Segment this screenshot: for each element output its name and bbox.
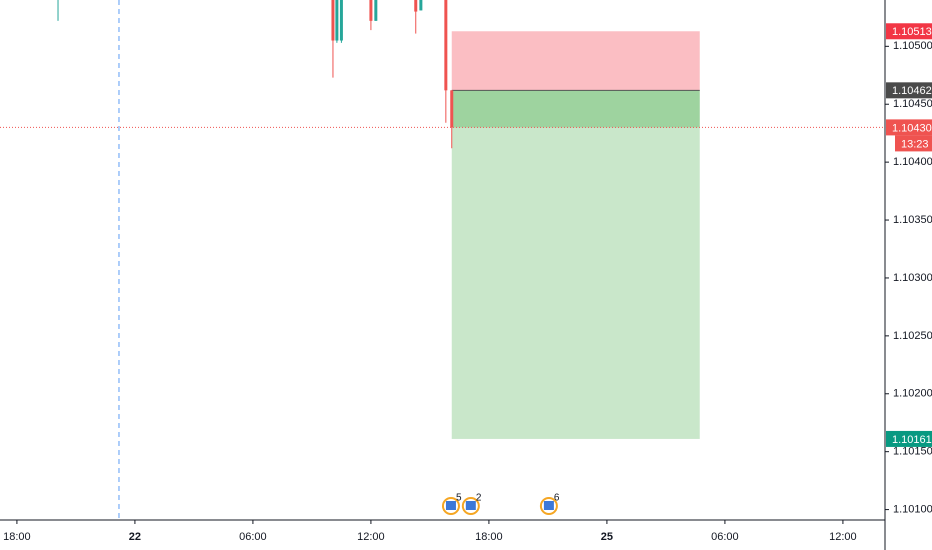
candle-body bbox=[374, 0, 378, 21]
event-flag bbox=[465, 501, 476, 510]
x-tick-label: 06:00 bbox=[239, 531, 267, 543]
candle-body bbox=[450, 90, 454, 128]
candle-body bbox=[369, 0, 373, 21]
y-tick-label: 1.10150 bbox=[893, 446, 932, 458]
y-tick-label: 1.10350 bbox=[893, 214, 932, 226]
price-label: 1.10161 bbox=[892, 434, 932, 446]
price-label-box bbox=[886, 23, 932, 40]
candle-body bbox=[339, 0, 343, 41]
y-tick-label: 1.10100 bbox=[893, 503, 932, 515]
countdown: 13:23 bbox=[901, 138, 929, 150]
x-tick-label: 18:00 bbox=[3, 531, 31, 543]
price-label: 1.10430 bbox=[892, 122, 932, 134]
x-tick-label: 25 bbox=[601, 531, 613, 543]
event-count: 6 bbox=[554, 493, 560, 504]
candle-body bbox=[335, 0, 339, 41]
target-zone bbox=[451, 90, 700, 439]
plot-area: 5 2 6 bbox=[0, 0, 885, 520]
y-tick-label: 1.10400 bbox=[893, 156, 932, 168]
price-label-box bbox=[886, 430, 932, 447]
x-tick-label: 12:00 bbox=[357, 531, 385, 543]
candle-body bbox=[419, 0, 423, 11]
x-tick-label: 18:00 bbox=[475, 531, 503, 543]
price-label: 1.10462 bbox=[892, 85, 932, 97]
price-label-box bbox=[886, 119, 932, 136]
x-tick-label: 06:00 bbox=[711, 531, 739, 543]
stop-zone bbox=[451, 31, 700, 91]
candle-body bbox=[444, 0, 448, 91]
event-count: 2 bbox=[476, 493, 482, 504]
x-tick-label: 22 bbox=[129, 531, 141, 543]
y-tick-label: 1.10500 bbox=[893, 40, 932, 52]
price-label: 1.10513 bbox=[892, 26, 932, 38]
candle-body bbox=[414, 0, 418, 12]
countdown-box bbox=[895, 135, 932, 152]
y-tick-label: 1.10200 bbox=[893, 388, 932, 400]
axes: 1.10500 1.10450 1.10400 1.10350 1.10300 1.102… bbox=[3, 23, 932, 543]
candle-body bbox=[331, 0, 335, 41]
y-tick-label: 1.10450 bbox=[893, 98, 932, 110]
profit-zone bbox=[451, 90, 700, 128]
event-flag bbox=[543, 501, 554, 510]
event-count: 5 bbox=[456, 493, 462, 504]
y-tick-label: 1.10250 bbox=[893, 330, 932, 342]
y-tick-label: 1.10300 bbox=[893, 272, 932, 284]
x-tick-label: 12:00 bbox=[829, 531, 857, 543]
event-flag bbox=[445, 501, 456, 510]
price-label-box bbox=[886, 82, 932, 99]
